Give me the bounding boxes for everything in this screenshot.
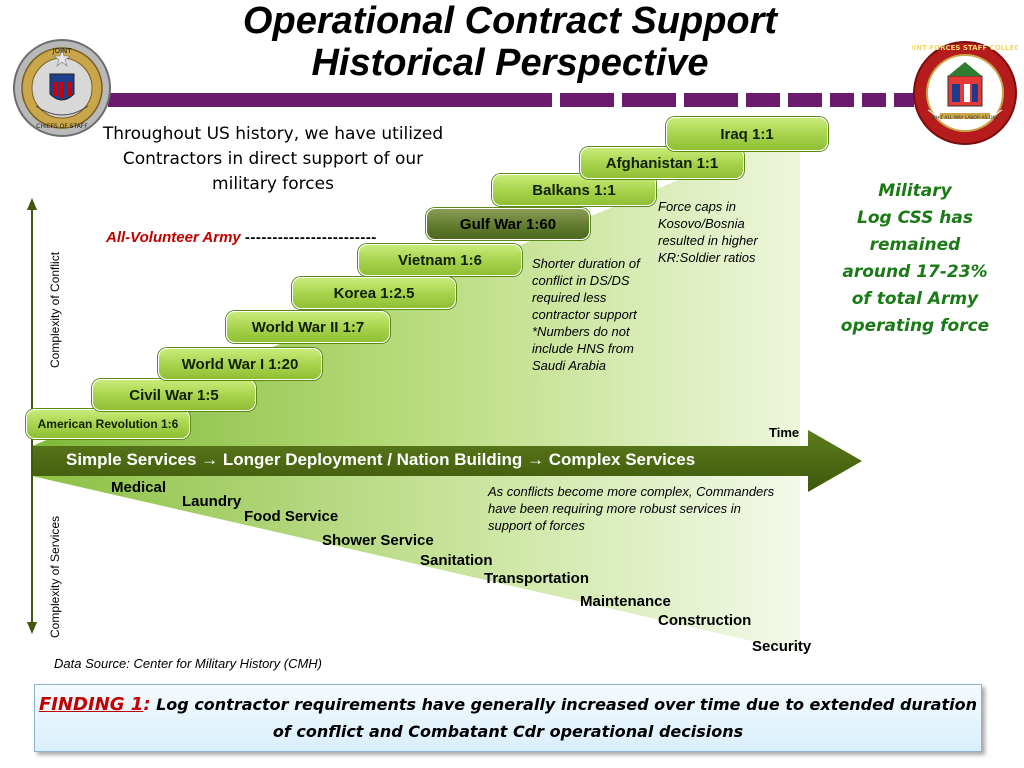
conflict-step-afghanistan: Afghanistan 1:1 <box>580 147 744 179</box>
slide-title-line-2: Historical Perspective <box>311 42 709 84</box>
balkans-note: Force caps in Kosovo/Bosnia resulted in … <box>658 199 758 265</box>
service-shower-service: Shower Service <box>322 532 434 549</box>
conflict-step-gulf-war: Gulf War 1:60 <box>426 208 590 240</box>
military-log-css-line-2: Log CSS has <box>857 208 973 228</box>
service-food-service: Food Service <box>244 508 339 525</box>
service-transportation: Transportation <box>484 570 590 587</box>
services-progression-arrow-text: Simple Services → Longer Deployment / Na… <box>66 450 696 469</box>
conflict-step-balkans: Balkans 1:1 <box>492 174 656 206</box>
intro-text: Throughout US history, we have utilized … <box>102 124 444 194</box>
conflict-step-vietnam: Vietnam 1:6 <box>358 244 522 276</box>
services-wedge <box>32 476 800 652</box>
service-laundry: Laundry <box>182 493 242 510</box>
conflict-step-civil-war: Civil War 1:5 <box>92 379 256 411</box>
all-volunteer-army-dashes: ------------------------ <box>244 229 377 246</box>
military-log-css-line-4: around 17-23% <box>842 262 988 282</box>
services-note: As conflicts become more complex, Comman… <box>488 484 775 533</box>
conflict-step-world-war-2: World War II 1:7 <box>226 311 390 343</box>
gulf-war-note: Shorter duration of conflict in DS/DS re… <box>532 256 640 373</box>
conflict-step-world-war-1: World War I 1:20 <box>158 348 322 380</box>
svg-text:JOINT FORCES STAFF COLLEGE: JOINT FORCES STAFF COLLEGE <box>912 44 1018 52</box>
purple-bar <box>108 93 552 107</box>
finding-colon: : <box>143 694 151 715</box>
service-security: Security <box>752 638 812 655</box>
axis-label-complexity-of-conflict: Complexity of Conflict <box>48 251 62 368</box>
military-log-css-line-3: remained <box>869 235 961 255</box>
conflict-step-american-revolution: American Revolution 1:6 <box>26 409 190 439</box>
service-medical: Medical <box>111 479 167 496</box>
military-log-css-line-5: of total Army <box>851 289 979 309</box>
finding-text: Log contractor requirements have general… <box>150 695 977 741</box>
all-volunteer-army-label: All-Volunteer Army <box>106 229 241 246</box>
axis-down-arrowhead <box>27 622 37 634</box>
slide-title-line-1: Operational Contract Support <box>242 0 778 42</box>
axis-up-arrowhead <box>27 198 37 210</box>
joint-chiefs-seal-logo: JOINT CHIEFS OF STAFF <box>13 39 111 137</box>
time-arrow <box>32 430 862 492</box>
service-maintenance: Maintenance <box>580 593 671 610</box>
svg-text:CHIEFS OF STAFF: CHIEFS OF STAFF <box>36 123 88 130</box>
service-sanitation: Sanitation <box>420 552 493 569</box>
data-source: Data Source: Center for Military History… <box>54 656 322 671</box>
finding-label: FINDING 1 <box>39 694 144 715</box>
joint-forces-staff-college-logo: JOINT FORCES STAFF COLLEGE THAT ALL MAY … <box>912 41 1018 145</box>
finding-box: FINDING 1: Log contractor requirements h… <box>34 684 982 752</box>
conflict-step-iraq: Iraq 1:1 <box>666 117 828 151</box>
axis-label-complexity-of-services: Complexity of Services <box>48 515 62 638</box>
military-log-css-line-1: Military <box>878 181 952 201</box>
all-volunteer-army-marker: All-Volunteer Army ---------------------… <box>106 229 377 246</box>
military-log-css-note: Military Log CSS has remained around 17-… <box>830 178 1000 340</box>
conflict-step-korea: Korea 1:2.5 <box>292 277 456 309</box>
military-log-css-line-6: operating force <box>840 316 990 336</box>
svg-text:JOINT: JOINT <box>51 47 72 55</box>
time-label: Time <box>769 425 800 440</box>
service-construction: Construction <box>658 612 752 629</box>
svg-text:THAT ALL MAY LABOR AS ONE: THAT ALL MAY LABOR AS ONE <box>930 115 998 121</box>
